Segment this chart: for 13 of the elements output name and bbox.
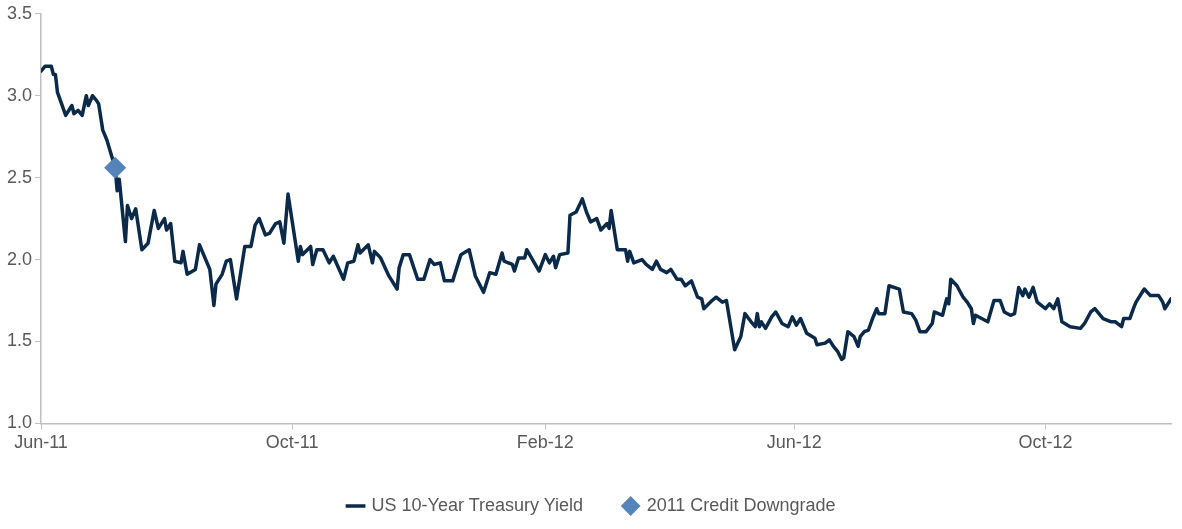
x-tick-label: Jun-12: [766, 432, 822, 453]
legend-label: 2011 Credit Downgrade: [646, 494, 836, 515]
x-tick-label: Oct-12: [1018, 432, 1073, 453]
y-tick-label: 1.0: [6, 412, 33, 433]
y-tick-label: 2.5: [6, 166, 33, 187]
y-tick-label: 3.0: [6, 84, 33, 105]
y-tick-label: 2.0: [6, 248, 33, 269]
y-tick-label: 3.5: [6, 2, 33, 23]
x-tick-label: Jun-11: [14, 432, 68, 453]
x-tick-label: Feb-12: [516, 432, 574, 453]
y-tick-label: 1.5: [6, 330, 33, 351]
x-tick-label: Oct-11: [265, 432, 319, 453]
legend-label: US 10-Year Treasury Yield: [371, 494, 584, 515]
